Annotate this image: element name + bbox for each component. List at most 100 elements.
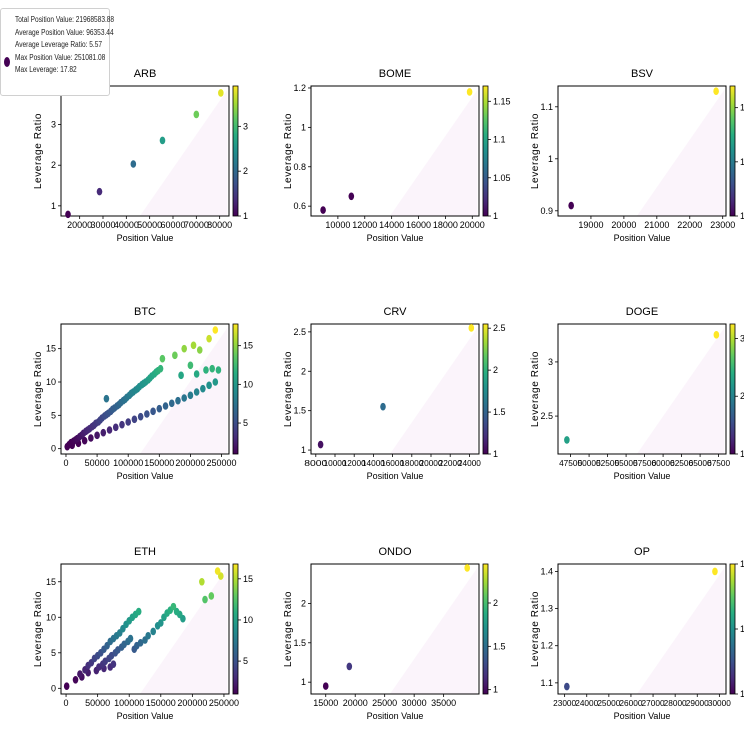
data-point	[214, 567, 221, 575]
data-point	[137, 639, 144, 647]
x-tick-label: 16000	[381, 459, 405, 468]
chart-title: BTC	[134, 306, 156, 318]
y-tick-label: 2.5	[540, 411, 553, 421]
plot-frame	[310, 563, 480, 695]
data-point	[110, 660, 117, 668]
x-tick-label: 80000	[207, 220, 232, 230]
x-tick-label: 150000	[146, 698, 176, 708]
colorbar-tick-label: 1.1	[740, 103, 744, 113]
y-tick-label: 0.8	[293, 162, 306, 172]
x-tick-label: 57500	[633, 459, 657, 468]
colorbar-tick-label: 10	[243, 379, 253, 389]
colorbar-tick-label: 1.5	[493, 641, 506, 651]
colorbar-tick-label: 1.2	[740, 624, 744, 634]
x-tick-label: 40000	[114, 220, 139, 230]
data-point	[464, 564, 471, 572]
colorbar-tick-label: 15	[243, 341, 253, 351]
data-point	[81, 436, 88, 445]
y-axis-label: Leverage Ratio	[33, 113, 44, 189]
data-point	[100, 428, 107, 437]
data-point	[168, 399, 175, 408]
x-tick-label: 8000	[304, 459, 328, 468]
y-axis-label: Leverage Ratio	[530, 351, 541, 427]
x-tick-label: 20000	[611, 220, 636, 230]
data-point	[173, 607, 180, 616]
data-point	[157, 619, 164, 627]
data-point	[127, 634, 134, 643]
data-point	[712, 567, 718, 576]
chart-btc: BTC 0 50000 100000 150000 200000 250000 0 5 10 15 P…	[33, 306, 253, 481]
chart-title: OP	[634, 546, 650, 558]
x-tick-label: 50000	[85, 698, 110, 708]
x-tick-label: 20000	[343, 698, 368, 708]
colorbar-tick-label: 1	[493, 449, 498, 459]
data-point	[212, 326, 219, 334]
chart-bome: BOME 10000 12000 14000 16000 18000 20000 0.6 0.8…	[283, 68, 511, 243]
colorbar	[232, 563, 239, 695]
data-point	[178, 371, 184, 380]
colorbar-tick-label: 2.5	[493, 323, 506, 333]
data-point	[200, 384, 206, 393]
x-axis-label: Position Value	[117, 471, 174, 481]
data-point	[348, 192, 355, 201]
y-tick-label: 1	[548, 154, 553, 164]
x-tick-label: 10000	[324, 459, 348, 468]
x-tick-label: 21000	[644, 220, 669, 230]
x-tick-label: 30000	[90, 220, 115, 230]
data-point	[65, 210, 71, 219]
y-tick-label: 3	[548, 357, 553, 367]
colorbar-tick-label: 2	[740, 391, 744, 401]
x-tick-label: 14000	[379, 220, 404, 230]
data-point	[63, 682, 70, 690]
data-point	[713, 331, 720, 339]
y-tick-label: 1	[301, 677, 306, 687]
y-tick-label: 0	[51, 444, 56, 454]
x-tick-label: 12000	[343, 459, 367, 468]
data-point	[150, 627, 157, 636]
data-point	[137, 412, 144, 421]
chart-doge: DOGE475005000052500550005750060000625006…	[530, 306, 744, 481]
data-point	[119, 420, 125, 429]
x-tick-label: 23000	[710, 220, 735, 230]
x-tick-label: 50000	[85, 458, 110, 468]
y-axis-label: Leverage Ratio	[530, 591, 541, 667]
colorbar-tick-label: 1.05	[740, 157, 744, 167]
colorbar-tick-label: 1	[243, 211, 248, 221]
x-tick-label: 12000	[352, 220, 377, 230]
data-point	[159, 136, 166, 145]
x-tick-label: 18000	[400, 459, 424, 468]
data-point	[190, 341, 197, 350]
data-point	[206, 334, 212, 343]
x-axis-label: Position Value	[614, 471, 671, 481]
x-tick-label: 22000	[439, 459, 463, 468]
data-point	[96, 187, 103, 196]
plot-frame	[60, 85, 230, 217]
y-axis-label: Leverage Ratio	[33, 591, 44, 667]
data-point	[322, 682, 329, 690]
chart-title: ONDO	[379, 546, 412, 558]
x-tick-label: 29000	[686, 699, 710, 708]
y-tick-label: 3	[51, 120, 56, 130]
y-tick-label: 2.5	[293, 327, 306, 337]
x-tick-label: 23000	[553, 699, 577, 708]
data-point	[130, 160, 137, 168]
colorbar	[482, 85, 489, 217]
y-axis-label: Leverage Ratio	[530, 113, 541, 189]
x-axis-label: Position Value	[117, 233, 174, 243]
y-tick-label: 15	[46, 577, 56, 587]
data-point	[125, 418, 131, 426]
chart-title: ETH	[134, 546, 156, 558]
x-tick-label: 24000	[458, 459, 482, 468]
x-tick-label: 50000	[578, 459, 602, 468]
x-tick-label: 150000	[144, 458, 174, 468]
shaded-triangle	[389, 567, 478, 694]
x-tick-label: 20000	[420, 459, 444, 468]
data-point	[564, 436, 570, 444]
data-point	[135, 607, 142, 616]
chart-title: BSV	[631, 68, 654, 80]
summary-legend-box: Total Position Value: 21968583.88 Averag…	[0, 8, 114, 96]
y-tick-label: 0.6	[293, 201, 306, 211]
x-axis-label: Position Value	[367, 233, 424, 243]
colorbar-tick-label: 3	[740, 333, 744, 343]
y-tick-label: 15	[46, 344, 56, 354]
